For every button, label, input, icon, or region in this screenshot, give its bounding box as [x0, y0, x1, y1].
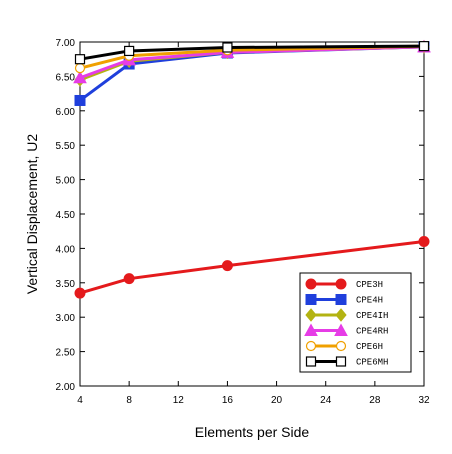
x-tick-label: 8	[126, 395, 132, 406]
y-tick-label: 6.00	[56, 107, 76, 118]
legend-marker	[335, 356, 347, 367]
legend-marker	[304, 323, 318, 336]
y-tick-label: 2.50	[56, 348, 76, 359]
x-axis-title: Elements per Side	[195, 424, 310, 440]
series-cpe3h	[74, 236, 430, 299]
legend-item: CPE3H	[305, 278, 383, 290]
legend-marker	[305, 308, 317, 322]
legend-marker	[305, 294, 317, 305]
y-axis-title: Vertical Displacement, U2	[24, 134, 40, 295]
x-tick-label: 24	[320, 395, 332, 406]
legend-item: CPE4H	[305, 294, 383, 306]
y-tick-label: 4.00	[56, 244, 76, 255]
data-point	[74, 54, 86, 65]
y-tick-label: 3.50	[56, 279, 76, 290]
y-tick-label: 4.50	[56, 210, 76, 221]
y-tick-label: 5.50	[56, 141, 76, 152]
data-point	[221, 260, 233, 272]
legend-label: CPE6H	[356, 342, 383, 352]
legend-label: CPE6MH	[356, 358, 388, 368]
legend-marker	[335, 294, 347, 305]
legend-marker	[335, 308, 347, 322]
y-tick-label: 7.00	[56, 38, 76, 49]
series-layer	[73, 39, 431, 299]
x-tick-label: 20	[271, 395, 283, 406]
legend-item: CPE4RH	[304, 323, 388, 337]
legend-label: CPE4H	[356, 296, 383, 306]
x-tick-label: 28	[369, 395, 381, 406]
x-tick-label: 16	[222, 395, 234, 406]
x-tick-label: 4	[77, 395, 83, 406]
y-tick-label: 6.50	[56, 72, 76, 83]
legend-marker	[305, 340, 317, 352]
data-point	[418, 41, 430, 52]
x-tick-label: 12	[173, 395, 185, 406]
y-tick-label: 2.00	[56, 382, 76, 393]
legend-marker	[305, 356, 317, 367]
legend-marker	[305, 278, 317, 290]
legend-item: CPE6MH	[305, 356, 388, 368]
legend-marker	[334, 323, 348, 336]
data-point	[418, 236, 430, 248]
series-line	[79, 44, 425, 61]
x-tick-label: 32	[418, 395, 430, 406]
legend-label: CPE4IH	[356, 311, 388, 321]
legend-item: CPE6H	[305, 340, 383, 352]
legend-item: CPE4IH	[305, 308, 388, 322]
y-tick-label: 3.00	[56, 313, 76, 324]
data-point	[123, 273, 135, 285]
data-point	[74, 94, 86, 106]
data-point	[74, 287, 86, 299]
series-cpe6mh	[74, 41, 430, 65]
data-point	[124, 45, 135, 57]
legend-box	[299, 272, 412, 373]
legend-marker	[335, 340, 347, 352]
legend-label: CPE4RH	[356, 327, 388, 337]
series-line	[79, 240, 425, 295]
legend: CPE3H CPE4H CPE4IH CPE4RH CPE6H CPE6MH	[299, 272, 412, 373]
y-tick-label: 5.00	[56, 176, 76, 187]
data-point	[74, 63, 86, 74]
data-point	[73, 70, 87, 84]
data-point	[222, 42, 233, 53]
legend-label: CPE3H	[356, 280, 383, 290]
legend-marker	[335, 278, 347, 290]
